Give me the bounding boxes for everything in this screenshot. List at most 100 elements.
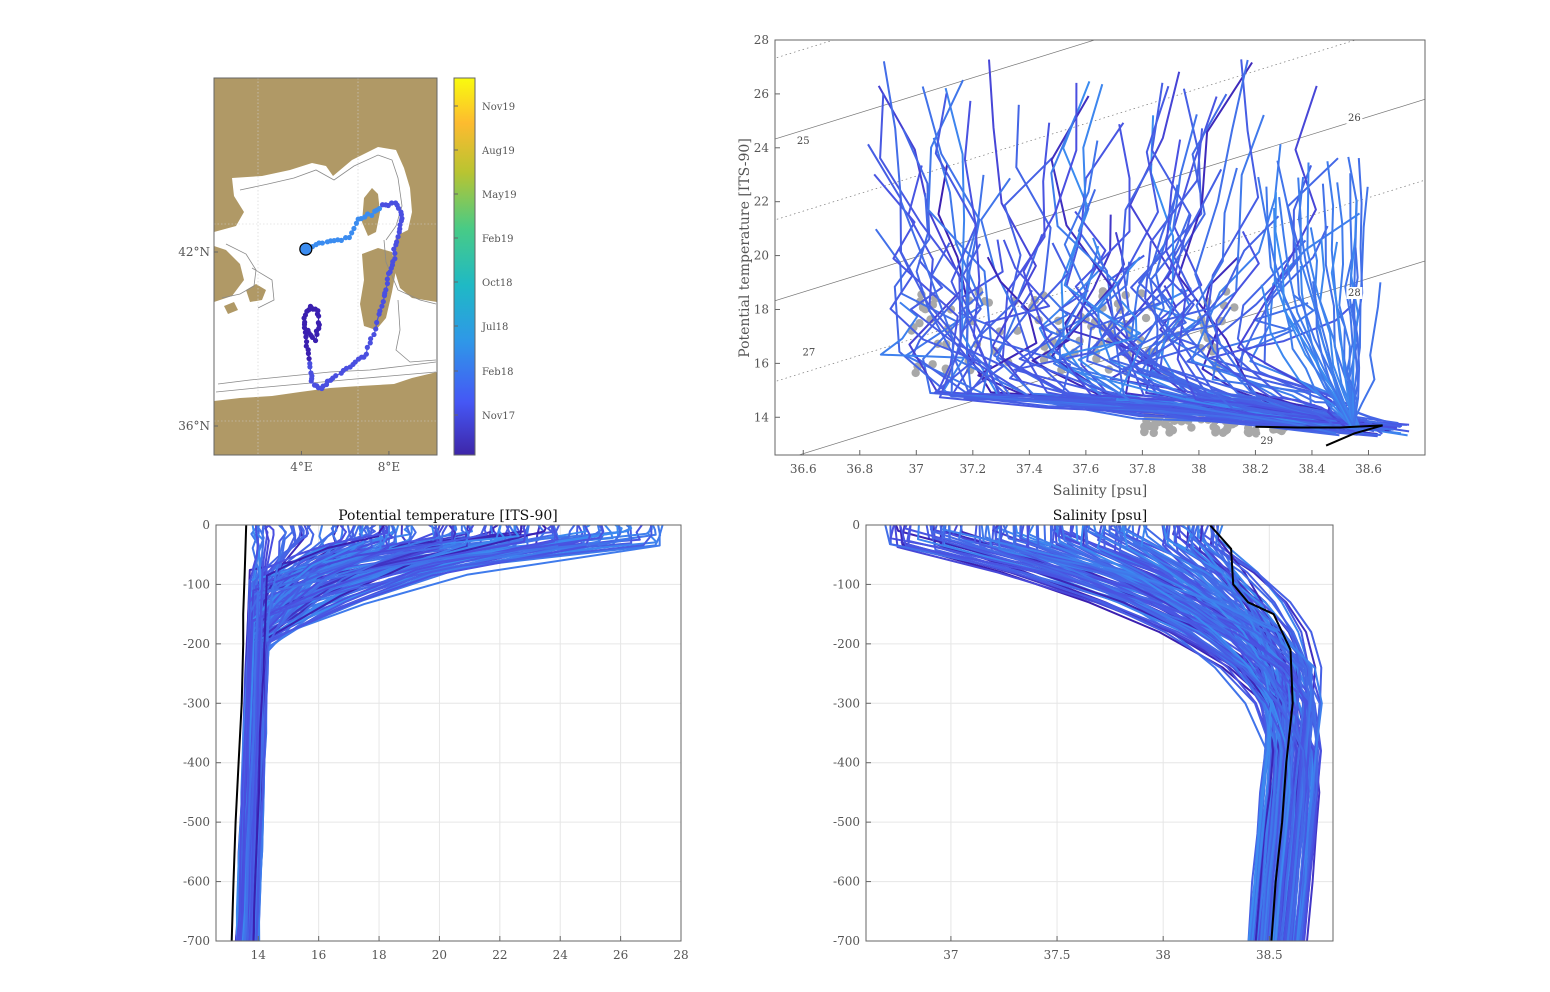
ts-mean-profile [1255, 424, 1383, 447]
track-point [389, 200, 395, 206]
profile-line [941, 525, 1323, 941]
climatology-point [1244, 428, 1254, 438]
isopycnal-label: 29 [1260, 436, 1273, 447]
climatology-point [984, 298, 994, 307]
track-point [391, 246, 397, 252]
track-point [314, 331, 320, 337]
ts-ytick-label: 18 [754, 302, 769, 316]
ts-profile-line [1109, 189, 1330, 430]
track-point [303, 343, 309, 349]
map-balearics [246, 284, 266, 302]
isopycnal-line [775, 179, 1425, 382]
track-point [349, 230, 355, 236]
ts-xtick-label: 38 [1191, 462, 1206, 476]
track-point [338, 237, 344, 243]
isopycnal-line [775, 40, 1357, 221]
temperature-frame [215, 524, 682, 942]
map-bathymetry-contours [215, 154, 437, 393]
ytick-label: -500 [833, 815, 860, 829]
ts-profile-line [1086, 252, 1399, 425]
temperature-title: Potential temperature [ITS-90] [338, 508, 558, 524]
ts-profile-line [1309, 227, 1357, 429]
track-point [319, 240, 325, 246]
xtick-label: 24 [553, 948, 569, 962]
climatology-point [928, 360, 937, 369]
isopycnal-label: 28 [1348, 288, 1361, 299]
map-xtick-label: 8°E [378, 460, 400, 474]
track-point [373, 326, 379, 332]
ytick-label: -600 [833, 875, 860, 889]
track-point [369, 212, 375, 219]
ts-xtick-label: 37.2 [959, 462, 986, 476]
profile-line [973, 525, 1310, 941]
ts-ytick-label: 24 [754, 141, 770, 155]
track-point [303, 339, 310, 345]
climatology-point [1140, 427, 1149, 437]
isopycnal-label: 25 [797, 136, 810, 147]
colorbar-ticks: Nov19 Aug19 May19 Feb19 Oct18 Jul18 Feb18 Nov17 [454, 102, 517, 422]
ts-ytick-label: 28 [754, 33, 769, 47]
ytick-label: -200 [183, 637, 210, 651]
deployment-marker [299, 242, 313, 256]
temperature-profile-panel: 14 16 18 20 22 24 26 28 0 -100 -200 -300 -400 -500 -60… [183, 508, 689, 962]
map-sea [214, 147, 437, 401]
track-point [398, 218, 404, 224]
temperature-profiles [234, 525, 664, 941]
xtick-label: 38 [1156, 948, 1171, 962]
colorbar-tick-label: Oct18 [482, 278, 513, 289]
climatology-point [1209, 422, 1218, 432]
ts-profile-line [1330, 241, 1354, 429]
salinity-profile-panel: 37 37.5 38 38.5 0 -100 -200 -300 -400 -500 -600 -70… [833, 508, 1334, 962]
climatology-point [1149, 428, 1158, 438]
colorbar-tick-label: Aug19 [481, 146, 515, 157]
xtick-label: 28 [673, 948, 688, 962]
xtick-label: 37.5 [1044, 948, 1071, 962]
ts-profile-line [1237, 85, 1348, 429]
track-point [364, 344, 370, 350]
track-point [307, 360, 313, 367]
ts-profile-line [1265, 186, 1358, 429]
ts-xtick-label: 38.6 [1355, 462, 1382, 476]
climatology-point [1145, 421, 1155, 431]
ytick-label: -700 [183, 934, 210, 948]
track-point [376, 311, 382, 317]
colorbar-tick-label: Feb18 [482, 367, 513, 378]
ts-frame [774, 39, 1426, 456]
track-point [384, 276, 390, 282]
track-point [305, 350, 311, 357]
track-point [384, 280, 391, 287]
profile-line [237, 525, 527, 941]
xtick-label: 18 [371, 948, 386, 962]
float-track [299, 200, 405, 392]
climatology-point [911, 368, 920, 378]
isopycnal-label-bg [800, 346, 817, 359]
ts-ticks: 36.6 36.8 37 37.2 37.4 37.6 37.8 38 38.2 38.4 38.6… [754, 33, 1382, 476]
track-point [353, 220, 360, 226]
ts-profile-line [1344, 258, 1358, 429]
ts-xtick-label: 38.4 [1299, 462, 1326, 476]
track-point [386, 270, 392, 277]
colorbar-tick-label: Feb19 [482, 234, 513, 245]
ts-profile-line [1349, 282, 1382, 429]
ts-profile-line [1140, 168, 1368, 422]
track-point [395, 234, 401, 240]
salinity-profiles [884, 525, 1323, 941]
track-point [367, 340, 373, 346]
ytick-label: 0 [852, 518, 860, 532]
map-frame [213, 77, 438, 456]
ts-profiles [867, 59, 1410, 438]
profile-line [1002, 525, 1305, 941]
ytick-label: -300 [833, 696, 860, 710]
profile-line [1012, 525, 1278, 941]
track-point [316, 313, 322, 319]
colorbar-tick-label: Jul18 [481, 322, 508, 333]
ts-profile-line [1236, 239, 1396, 426]
ts-xtick-label: 37.8 [1129, 462, 1156, 476]
ts-xtick-label: 36.8 [846, 462, 873, 476]
isopycnal-label: 27 [803, 347, 816, 358]
salinity-mean-profile [1209, 525, 1294, 941]
ts-profile-line [1306, 162, 1361, 429]
ts-profile-line [1351, 247, 1361, 429]
ts-profile-line [1051, 140, 1337, 435]
